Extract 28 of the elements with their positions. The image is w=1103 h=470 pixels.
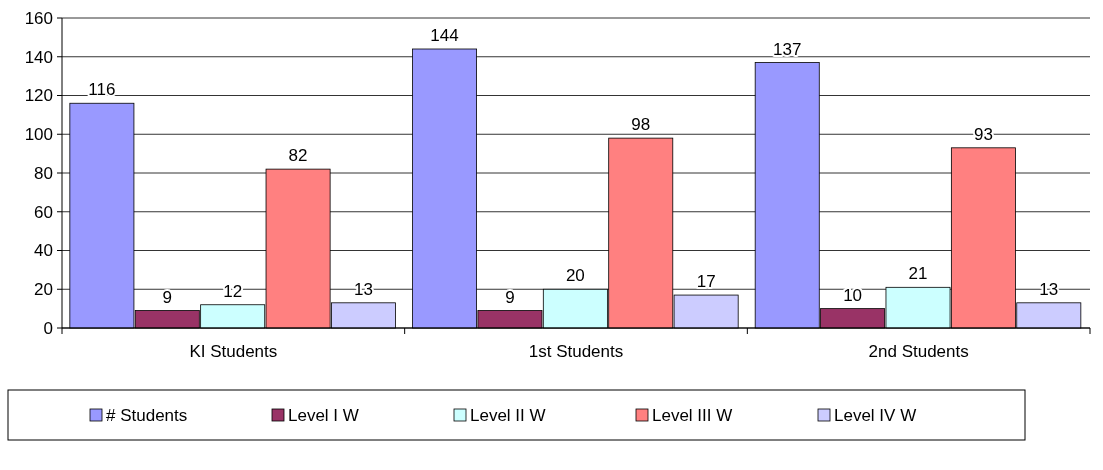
y-tick-label: 160 — [24, 8, 53, 28]
data-label: 10 — [843, 285, 863, 305]
data-label: 144 — [430, 26, 459, 45]
y-tick-label: 80 — [34, 163, 53, 183]
y-tick-label: 140 — [24, 47, 53, 67]
data-label: 21 — [908, 264, 928, 284]
data-label: 98 — [631, 115, 651, 135]
y-tick-label: 120 — [24, 86, 53, 106]
x-tick-label: KI Students — [189, 342, 278, 361]
y-tick-label: 40 — [34, 241, 53, 261]
legend-label: Level II W — [470, 405, 546, 425]
data-label: 82 — [288, 146, 308, 166]
data-label: 17 — [696, 272, 716, 292]
legend-label: Level III W — [652, 405, 733, 425]
x-tick-label: 2nd Students — [868, 342, 969, 361]
y-tick-label: 60 — [34, 202, 53, 222]
data-label: 137 — [773, 39, 802, 59]
y-tick-label: 100 — [24, 125, 53, 145]
legend-label: Level I W — [288, 405, 359, 425]
y-tick-label: 0 — [43, 318, 53, 338]
y-tick-label: 20 — [34, 280, 53, 300]
x-tick-label: 1st Students — [528, 342, 624, 361]
legend-label: Level IV W — [834, 405, 917, 425]
data-label: 9 — [505, 287, 515, 307]
data-label: 116 — [88, 80, 116, 100]
data-label: 20 — [565, 266, 585, 286]
data-label: 9 — [162, 287, 173, 307]
legend-label: # Students — [106, 405, 188, 425]
